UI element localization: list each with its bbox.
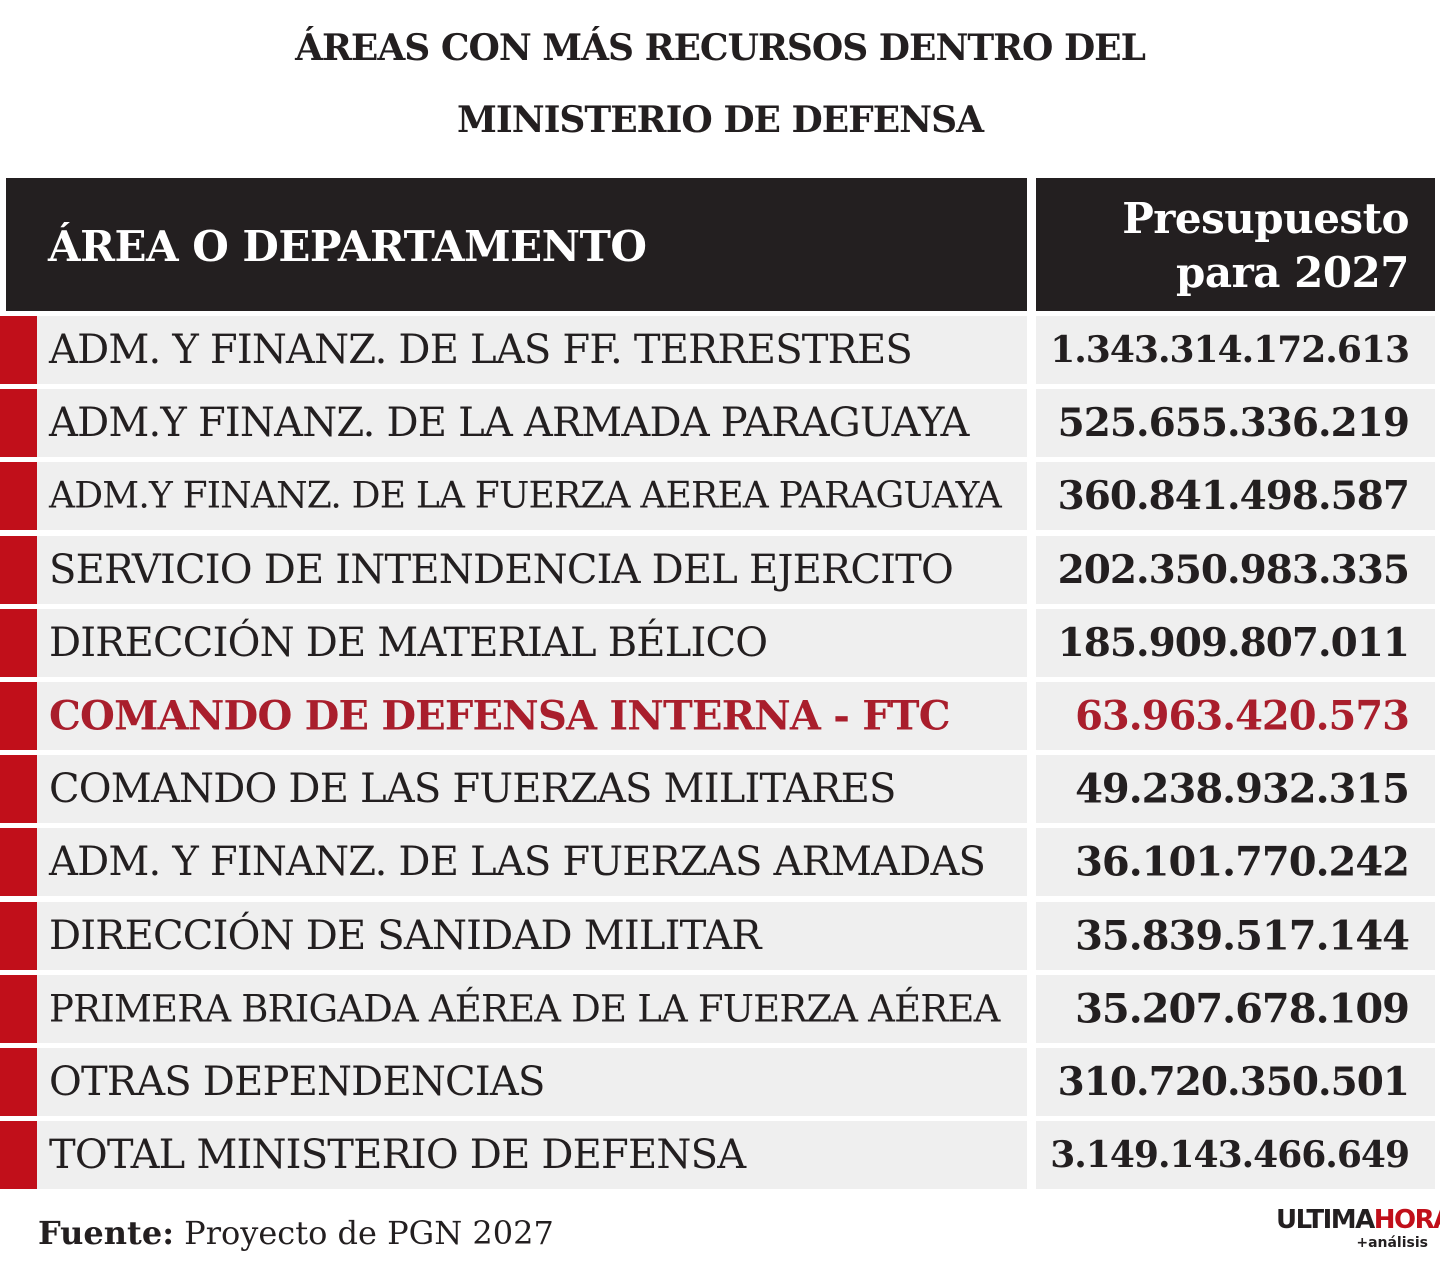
area-name: TOTAL MINISTERIO DE DEFENSA (49, 1132, 746, 1179)
table-row: PRIMERA BRIGADA AÉREA DE LA FUERZA AÉREA… (0, 974, 1440, 1043)
row-marker (0, 535, 37, 604)
area-name: ADM.Y FINANZ. DE LA ARMADA PARAGUAYA (49, 400, 969, 447)
logo-subtitle: +análisis (1356, 1235, 1428, 1251)
logo-part-1: ULTIMA (1276, 1205, 1375, 1235)
budget-value: 36.101.770.242 (1075, 838, 1410, 886)
area-name: DIRECCIÓN DE SANIDAD MILITAR (49, 912, 762, 959)
title-line-1: ÁREAS CON MÁS RECURSOS DENTRO DEL (295, 27, 1146, 69)
source-text: Proyecto de PGN 2027 (174, 1214, 554, 1252)
area-cell: COMANDO DE DEFENSA INTERNA - FTC (37, 682, 1027, 750)
logo-part-2: HORA (1373, 1205, 1440, 1235)
page-title: ÁREAS CON MÁS RECURSOS DENTRO DEL MINIST… (0, 12, 1440, 156)
budget-value: 49.238.932.315 (1075, 765, 1410, 813)
budget-cell: 1.343.314.172.613 (1036, 316, 1435, 384)
table-row: COMANDO DE DEFENSA INTERNA - FTC 63.963.4… (0, 682, 1440, 750)
area-cell: DIRECCIÓN DE MATERIAL BÉLICO (37, 608, 1027, 677)
budget-cell: 36.101.770.242 (1036, 828, 1435, 897)
budget-cell: 525.655.336.219 (1036, 389, 1435, 458)
table-row: SERVICIO DE INTENDENCIA DEL EJERCITO 202.… (0, 535, 1440, 604)
budget-value: 202.350.983.335 (1057, 546, 1410, 593)
column-header-budget-line-2: para 2027 (1176, 248, 1409, 297)
row-marker (0, 389, 37, 458)
table-row: DIRECCIÓN DE SANIDAD MILITAR 35.839.517.1… (0, 901, 1440, 970)
budget-cell: 35.839.517.144 (1036, 901, 1435, 970)
area-cell: ADM. Y FINANZ. DE LAS FF. TERRESTRES (37, 316, 1027, 384)
budget-value: 35.207.678.109 (1075, 985, 1410, 1033)
table-row: DIRECCIÓN DE MATERIAL BÉLICO 185.909.807.… (0, 608, 1440, 677)
table-row: ADM.Y FINANZ. DE LA ARMADA PARAGUAYA 525.… (0, 389, 1440, 458)
area-cell: COMANDO DE LAS FUERZAS MILITARES (37, 755, 1027, 824)
budget-value: 3.149.143.466.649 (1050, 1134, 1410, 1177)
area-cell: DIRECCIÓN DE SANIDAD MILITAR (37, 901, 1027, 970)
budget-cell: 185.909.807.011 (1036, 608, 1435, 677)
row-marker (0, 1048, 37, 1116)
budget-cell: 63.963.420.573 (1036, 682, 1435, 750)
row-marker (0, 608, 37, 677)
budget-cell: 35.207.678.109 (1036, 974, 1435, 1043)
column-header-budget-line-1: Presupuesto (1122, 194, 1409, 243)
area-cell: PRIMERA BRIGADA AÉREA DE LA FUERZA AÉREA (37, 974, 1027, 1043)
area-name: SERVICIO DE INTENDENCIA DEL EJERCITO (49, 546, 954, 593)
area-name: PRIMERA BRIGADA AÉREA DE LA FUERZA AÉREA (49, 987, 1000, 1031)
table-row: ADM. Y FINANZ. DE LAS FF. TERRESTRES 1.34… (0, 316, 1440, 384)
table-row: OTRAS DEPENDENCIAS 310.720.350.501 (0, 1048, 1440, 1116)
area-cell: ADM.Y FINANZ. DE LA FUERZA AEREA PARAGUA… (37, 462, 1027, 531)
budget-cell: 202.350.983.335 (1036, 535, 1435, 604)
area-cell: ADM. Y FINANZ. DE LAS FUERZAS ARMADAS (37, 828, 1027, 897)
row-marker (0, 901, 37, 970)
budget-cell: 360.841.498.587 (1036, 462, 1435, 531)
row-marker (0, 1121, 37, 1190)
area-name: DIRECCIÓN DE MATERIAL BÉLICO (49, 619, 768, 666)
source-label: Fuente: (38, 1214, 174, 1252)
area-name: COMANDO DE LAS FUERZAS MILITARES (49, 766, 896, 813)
budget-value: 35.839.517.144 (1075, 912, 1410, 960)
budget-cell: 3.149.143.466.649 (1036, 1121, 1435, 1190)
area-name: COMANDO DE DEFENSA INTERNA - FTC (49, 692, 951, 740)
table-row: ADM. Y FINANZ. DE LAS FUERZAS ARMADAS 36.… (0, 828, 1440, 897)
budget-value: 185.909.807.011 (1057, 619, 1410, 666)
budget-value: 525.655.336.219 (1057, 400, 1410, 447)
area-name: ADM.Y FINANZ. DE LA FUERZA AEREA PARAGUA… (49, 475, 1002, 517)
area-cell: ADM.Y FINANZ. DE LA ARMADA PARAGUAYA (37, 389, 1027, 458)
table-row: ADM.Y FINANZ. DE LA FUERZA AEREA PARAGUA… (0, 462, 1440, 531)
title-line-2: MINISTERIO DE DEFENSA (457, 99, 984, 141)
source-note: Fuente: Proyecto de PGN 2027 (38, 1214, 554, 1252)
area-cell: SERVICIO DE INTENDENCIA DEL EJERCITO (37, 535, 1027, 604)
area-name: ADM. Y FINANZ. DE LAS FF. TERRESTRES (49, 327, 913, 373)
column-header-area-label: ÁREA O DEPARTAMENTO (48, 222, 647, 271)
area-name: ADM. Y FINANZ. DE LAS FUERZAS ARMADAS (49, 839, 986, 886)
budget-value: 63.963.420.573 (1075, 692, 1410, 740)
table-row: TOTAL MINISTERIO DE DEFENSA 3.149.143.466… (0, 1121, 1440, 1190)
column-header-budget: Presupuesto para 2027 (1036, 178, 1435, 311)
budget-cell: 310.720.350.501 (1036, 1048, 1435, 1116)
row-marker (0, 974, 37, 1043)
table-row: COMANDO DE LAS FUERZAS MILITARES 49.238.9… (0, 755, 1440, 824)
budget-value: 360.841.498.587 (1057, 473, 1410, 520)
area-name: OTRAS DEPENDENCIAS (49, 1059, 545, 1105)
budget-value: 1.343.314.172.613 (1050, 329, 1410, 371)
area-cell: OTRAS DEPENDENCIAS (37, 1048, 1027, 1116)
budget-value: 310.720.350.501 (1057, 1059, 1410, 1105)
row-marker (0, 828, 37, 897)
row-marker (0, 316, 37, 384)
column-header-area: ÁREA O DEPARTAMENTO (6, 178, 1027, 311)
budget-cell: 49.238.932.315 (1036, 755, 1435, 824)
row-marker (0, 462, 37, 531)
ultimahora-logo: ULTIMAHORA +análisis (1276, 1205, 1440, 1263)
row-marker (0, 682, 37, 750)
row-marker (0, 755, 37, 824)
area-cell: TOTAL MINISTERIO DE DEFENSA (37, 1121, 1027, 1190)
